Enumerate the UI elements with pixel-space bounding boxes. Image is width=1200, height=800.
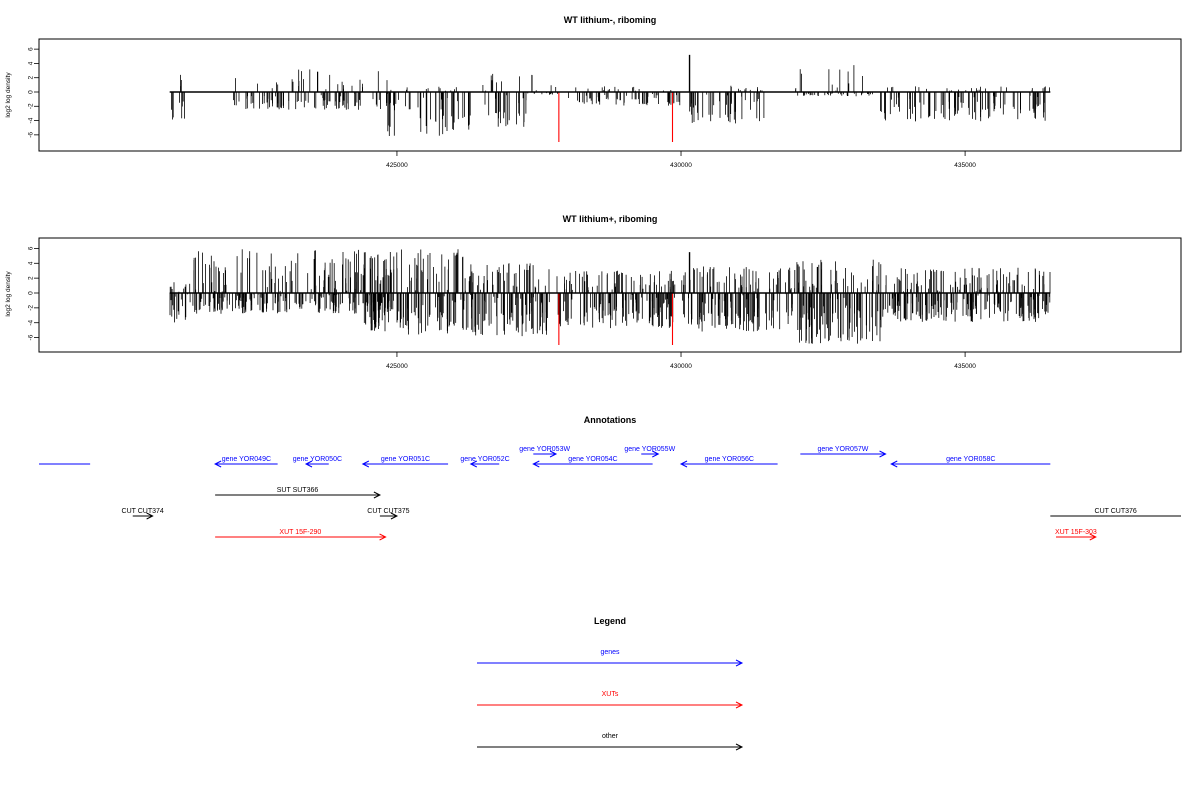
annotation-feature: CUT CUT374: [122, 508, 164, 520]
y-tick-label: 6: [28, 246, 35, 250]
feature-arrowhead: [304, 460, 313, 468]
feature-arrowhead: [146, 512, 154, 520]
feature-arrowhead: [379, 533, 387, 541]
annotation-feature: CUT CUT375: [367, 508, 410, 520]
feature-label: SUT SUT366: [277, 487, 319, 494]
x-tick-label: 425000: [386, 363, 408, 370]
annotation-feature: gene YOR051C: [361, 456, 449, 468]
density-bars: [171, 54, 1050, 136]
density-panel-lithium-plus: WT lithium+, riboming log2 log density 4…: [5, 214, 1182, 370]
x-tick-label: 430000: [670, 363, 692, 370]
y-axis-label: log2 log density: [5, 271, 12, 317]
annotations-title: Annotations: [584, 415, 637, 425]
feature-arrowhead: [361, 460, 370, 468]
density-bars: [169, 249, 1051, 344]
legend-label: other: [602, 733, 619, 740]
feature-label: gene YOR058C: [946, 456, 995, 463]
x-tick-label: 430000: [670, 162, 692, 169]
y-tick-label: -6: [28, 132, 35, 138]
feature-arrowhead: [879, 450, 887, 458]
feature-label: gene YOR053W: [519, 446, 570, 453]
x-axis: 425000 430000 435000: [386, 151, 976, 169]
annotation-feature: XUT 15F-303: [1055, 529, 1097, 541]
legend-arrowhead: [735, 659, 744, 667]
feature-label: gene YOR049C: [222, 456, 271, 463]
feature-label: XUT 15F-290: [279, 529, 321, 536]
annotation-feature: gene YOR050C: [293, 456, 342, 468]
annotation-feature: SUT SUT366: [215, 487, 382, 499]
feature-arrowhead: [679, 460, 688, 468]
y-tick-label: 4: [28, 261, 35, 265]
y-axis-label: log2 log density: [5, 72, 12, 118]
x-axis: 425000 430000 435000: [386, 352, 976, 370]
feature-arrowhead: [549, 450, 558, 458]
annotation-feature: XUT 15F-290: [215, 529, 387, 541]
annotation-feature: gene YOR055W: [624, 446, 676, 458]
feature-arrowhead: [214, 460, 222, 468]
annotation-feature: gene YOR054C: [532, 456, 653, 468]
y-tick-label: 4: [28, 61, 35, 65]
feature-arrowhead: [652, 450, 660, 458]
highlight-bars: [558, 92, 674, 142]
feature-label: CUT CUT375: [367, 508, 409, 515]
legend-label: genes: [600, 649, 620, 656]
y-tick-label: -4: [28, 117, 35, 123]
feature-label: gene YOR057W: [818, 446, 869, 453]
feature-label: gene YOR056C: [705, 456, 754, 463]
annotation-feature: gene YOR057W: [800, 446, 887, 458]
annotation-features: gene YOR049C gene YOR050C gene YOR051C gene…: [39, 446, 1181, 541]
x-tick-label: 425000: [386, 162, 408, 169]
annotations-track: Annotations gene YOR049C gene YOR050C gene…: [39, 415, 1181, 541]
density-panel-lithium-minus: WT lithium-, riboming log2 log density 4…: [5, 15, 1182, 169]
annotation-feature: gene YOR053W: [519, 446, 570, 458]
feature-label: gene YOR050C: [293, 456, 342, 463]
y-tick-label: -6: [28, 334, 35, 340]
feature-arrowhead: [373, 491, 382, 499]
highlight-bars: [558, 293, 674, 345]
feature-arrowhead: [890, 460, 898, 468]
y-tick-label: 0: [28, 291, 35, 295]
feature-label: gene YOR054C: [568, 456, 617, 463]
legend-items: genes XUTs other: [477, 649, 744, 751]
annotation-feature: gene YOR056C: [679, 456, 778, 468]
x-tick-label: 435000: [954, 363, 976, 370]
feature-arrowhead: [469, 460, 478, 468]
feature-label: XUT 15F-303: [1055, 529, 1097, 536]
feature-label: gene YOR052C: [460, 456, 509, 463]
y-tick-label: 6: [28, 47, 35, 51]
annotation-feature: gene YOR052C: [460, 456, 510, 468]
plot-frame: [38, 237, 1182, 353]
legend-item: other: [477, 733, 744, 751]
legend: Legend genes XUTs other: [477, 616, 744, 751]
legend-item: genes: [477, 649, 744, 667]
legend-arrowhead: [735, 701, 744, 709]
annotation-feature: CUT CUT376: [1050, 508, 1181, 517]
plot-frame: [38, 38, 1182, 152]
legend-label: XUTs: [602, 691, 619, 698]
feature-arrowhead: [390, 512, 399, 520]
legend-title: Legend: [594, 616, 626, 626]
y-tick-label: -2: [28, 305, 35, 311]
y-tick-label: -2: [28, 103, 35, 109]
feature-arrowhead: [532, 460, 540, 468]
y-tick-label: 0: [28, 90, 35, 94]
feature-arrowhead: [1089, 533, 1097, 541]
feature-label: CUT CUT376: [1095, 508, 1137, 515]
y-axis: 6 4 2 0 -2 -4 -6: [28, 47, 39, 138]
annotation-feature: gene YOR049C: [214, 456, 278, 468]
feature-label: CUT CUT374: [122, 508, 164, 515]
x-tick-label: 435000: [954, 162, 976, 169]
y-tick-label: 2: [28, 76, 35, 80]
panel-title: WT lithium+, riboming: [563, 214, 658, 224]
y-axis: 6 4 2 0 -2 -4 -6: [28, 246, 39, 340]
legend-item: XUTs: [477, 691, 744, 709]
y-tick-label: 2: [28, 276, 35, 280]
annotation-feature: gene YOR058C: [890, 456, 1051, 468]
panel-title: WT lithium-, riboming: [564, 15, 656, 25]
y-tick-label: -4: [28, 319, 35, 325]
feature-label: gene YOR051C: [381, 456, 430, 463]
legend-arrowhead: [735, 743, 744, 751]
feature-label: gene YOR055W: [624, 446, 675, 453]
